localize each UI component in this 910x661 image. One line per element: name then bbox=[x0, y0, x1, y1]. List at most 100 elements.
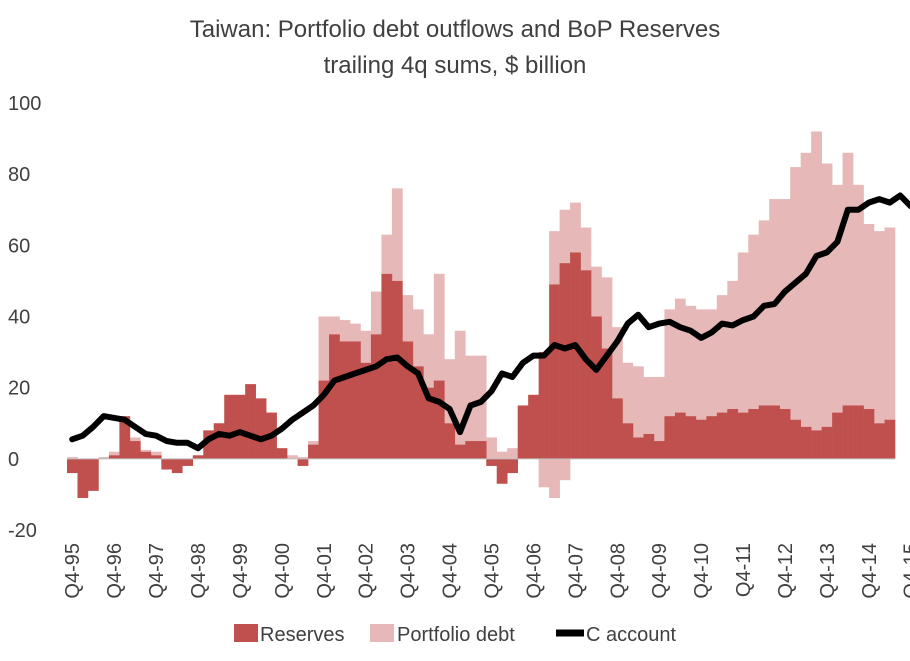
reserves-bar bbox=[863, 409, 875, 459]
x-tick-label: Q4-11 bbox=[733, 543, 755, 597]
portfolio-debt-bar bbox=[349, 323, 361, 342]
portfolio-debt-bar bbox=[727, 280, 739, 410]
x-tick-label: Q4-09 bbox=[649, 543, 671, 599]
portfolio-debt-bar bbox=[716, 295, 728, 413]
portfolio-debt-bar bbox=[674, 298, 686, 413]
x-tick-label: Q4-13 bbox=[817, 543, 839, 599]
reserves-bar bbox=[444, 423, 456, 459]
reserves-bar bbox=[360, 362, 372, 459]
x-tick-label: Q4-99 bbox=[230, 543, 252, 599]
legend: Reserves Portfolio debt C account bbox=[234, 624, 676, 646]
portfolio-debt-bar bbox=[612, 327, 623, 399]
portfolio-debt-bar bbox=[853, 184, 864, 406]
legend-swatch-portfolio-debt bbox=[370, 624, 394, 642]
reserves-bar bbox=[213, 423, 225, 459]
portfolio-debt-bar bbox=[832, 184, 843, 413]
portfolio-debt-bar bbox=[444, 359, 456, 424]
reserves-bar bbox=[140, 451, 152, 459]
reserves-bar bbox=[612, 398, 623, 459]
portfolio-debt-bar bbox=[412, 309, 424, 367]
c-account-line bbox=[69, 192, 910, 452]
reserves-bar bbox=[538, 352, 550, 459]
x-tick-label: Q4-96 bbox=[104, 543, 126, 599]
reserves-bar bbox=[559, 263, 571, 459]
reserves-bar bbox=[329, 334, 340, 459]
reserves-bar bbox=[779, 409, 791, 459]
portfolio-debt-bar bbox=[643, 376, 655, 434]
portfolio-debt-bar bbox=[402, 295, 414, 342]
reserves-bar bbox=[108, 455, 120, 459]
reserves-bar bbox=[412, 366, 424, 459]
reserves-bar bbox=[234, 394, 246, 459]
reserves-bar bbox=[161, 458, 173, 470]
reserves-bar bbox=[674, 412, 686, 459]
reserves-bar bbox=[716, 412, 728, 459]
portfolio-debt-bar bbox=[140, 449, 152, 452]
reserves-bar bbox=[601, 348, 613, 459]
x-tick-label: Q4-97 bbox=[146, 543, 168, 599]
portfolio-debt-bar bbox=[779, 199, 791, 410]
reserves-bar bbox=[706, 416, 718, 459]
portfolio-debt-bar bbox=[381, 234, 393, 274]
portfolio-debt-bar bbox=[538, 458, 550, 488]
reserves-bar bbox=[874, 423, 885, 459]
reserves-bar bbox=[203, 430, 215, 459]
reserves-bar bbox=[129, 441, 141, 459]
portfolio-debt-bar bbox=[580, 227, 592, 271]
portfolio-debt-bar bbox=[874, 231, 885, 424]
x-tick-label: Q4-15 bbox=[901, 543, 910, 599]
reserves-bar bbox=[842, 405, 854, 459]
reserves-bar bbox=[370, 334, 382, 459]
x-tick-label: Q4-03 bbox=[398, 543, 420, 599]
y-tick-label: -20 bbox=[8, 520, 37, 542]
portfolio-debt-bar bbox=[433, 273, 445, 381]
portfolio-debt-bar bbox=[329, 316, 340, 335]
portfolio-debt-bar bbox=[622, 362, 634, 424]
x-axis-ticks: Q4-95 Q4-96 Q4-97 Q4-98 Q4-99 Q4-00 Q4-01 Q4-02… bbox=[62, 543, 910, 599]
portfolio-debt-bar bbox=[318, 316, 330, 381]
y-tick-label: 20 bbox=[8, 378, 30, 400]
y-tick-label: 40 bbox=[8, 307, 30, 329]
portfolio-debt-bar bbox=[360, 330, 372, 363]
portfolio-debt-bar bbox=[737, 252, 749, 413]
reserves-bar bbox=[171, 458, 183, 474]
x-tick-label: Q4-12 bbox=[775, 543, 797, 599]
portfolio-debt-bar bbox=[150, 451, 162, 456]
reserves-bar bbox=[549, 284, 560, 459]
y-tick-label: 60 bbox=[8, 235, 30, 257]
reserves-bar bbox=[570, 252, 581, 459]
x-tick-label: Q4-07 bbox=[565, 543, 587, 599]
reserves-bar bbox=[748, 409, 760, 459]
portfolio-debt-bar bbox=[486, 437, 498, 459]
reserves-bar bbox=[685, 416, 697, 459]
reserves-bar bbox=[119, 416, 131, 459]
x-tick-label: Q4-01 bbox=[314, 543, 336, 599]
portfolio-debt-bar bbox=[591, 266, 602, 317]
y-tick-label: 100 bbox=[8, 93, 41, 115]
reserves-bar bbox=[664, 416, 676, 459]
y-tick-label: 80 bbox=[8, 164, 30, 186]
reserves-bar bbox=[769, 405, 781, 459]
reserves-bar bbox=[643, 433, 655, 459]
reserves-bar bbox=[475, 441, 487, 459]
reserves-bars bbox=[67, 252, 896, 498]
x-tick-label: Q4-06 bbox=[523, 543, 545, 599]
x-tick-label: Q4-95 bbox=[62, 543, 84, 599]
legend-label-c-account: C account bbox=[586, 624, 676, 646]
reserves-bar bbox=[737, 412, 749, 459]
reserves-bar bbox=[308, 444, 319, 459]
reserves-bar bbox=[486, 458, 498, 466]
portfolio-debt-bar bbox=[549, 458, 560, 498]
reserves-bar bbox=[695, 419, 707, 459]
reserves-bar bbox=[454, 444, 466, 459]
reserves-bar bbox=[632, 437, 644, 459]
portfolio-debt-bar bbox=[559, 458, 571, 481]
reserves-bar bbox=[517, 405, 529, 459]
reserves-bar bbox=[790, 419, 801, 459]
chart-title: Taiwan: Portfolio debt outflows and BoP … bbox=[190, 16, 721, 43]
portfolio-debt-bar bbox=[370, 291, 382, 335]
reserves-bar bbox=[496, 458, 508, 484]
portfolio-debt-bar bbox=[559, 209, 571, 264]
reserves-bar bbox=[255, 398, 267, 459]
